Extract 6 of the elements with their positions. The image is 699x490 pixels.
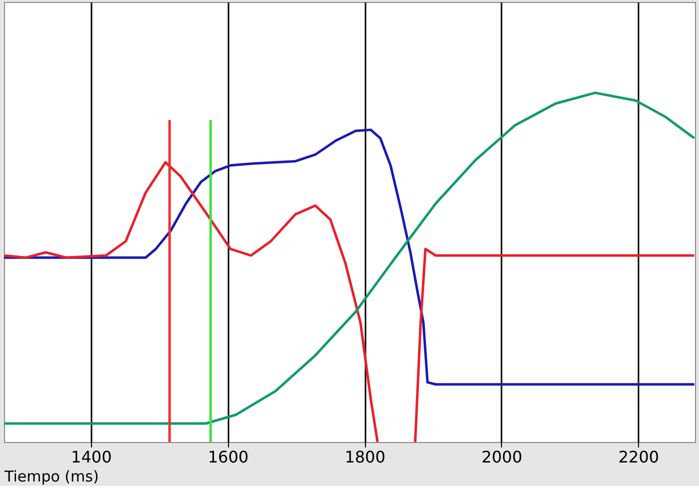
x-tick-label: 2000 bbox=[482, 448, 522, 466]
x-tick-label: 2200 bbox=[618, 448, 660, 466]
x-tick-label: 1800 bbox=[344, 448, 386, 466]
x-tick-label: 1400 bbox=[71, 448, 112, 466]
x-tick-label: 1600 bbox=[208, 448, 249, 466]
x-axis-title: Tiempo (ms) bbox=[4, 468, 99, 486]
